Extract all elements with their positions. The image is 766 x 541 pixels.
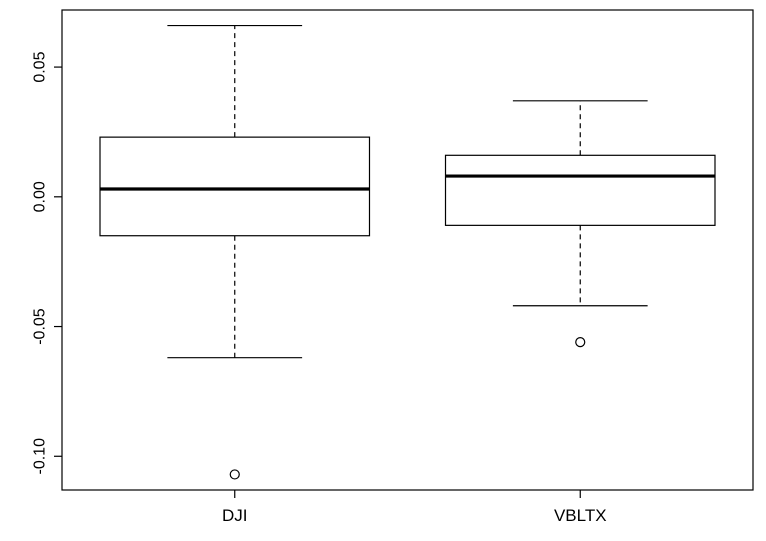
y-axis: 0.05 0.00 -0.05 -0.10	[32, 51, 62, 475]
outlier-point	[229, 469, 240, 480]
x-category-label: DJI	[222, 506, 248, 525]
box-dji	[99, 24, 371, 480]
y-tick-label: 0.00	[32, 181, 49, 212]
y-tick-label: 0.05	[32, 51, 49, 82]
y-tick-label: -0.05	[32, 308, 49, 345]
y-tick-label: -0.10	[32, 438, 49, 475]
iqr-box	[444, 154, 716, 226]
x-category-label: VBLTX	[554, 506, 607, 525]
plot-frame	[61, 9, 754, 491]
boxes	[99, 24, 716, 480]
x-axis: DJI VBLTX	[222, 490, 607, 525]
iqr-box	[99, 136, 371, 237]
box-vbltx	[444, 100, 716, 348]
outlier-point	[575, 337, 586, 348]
